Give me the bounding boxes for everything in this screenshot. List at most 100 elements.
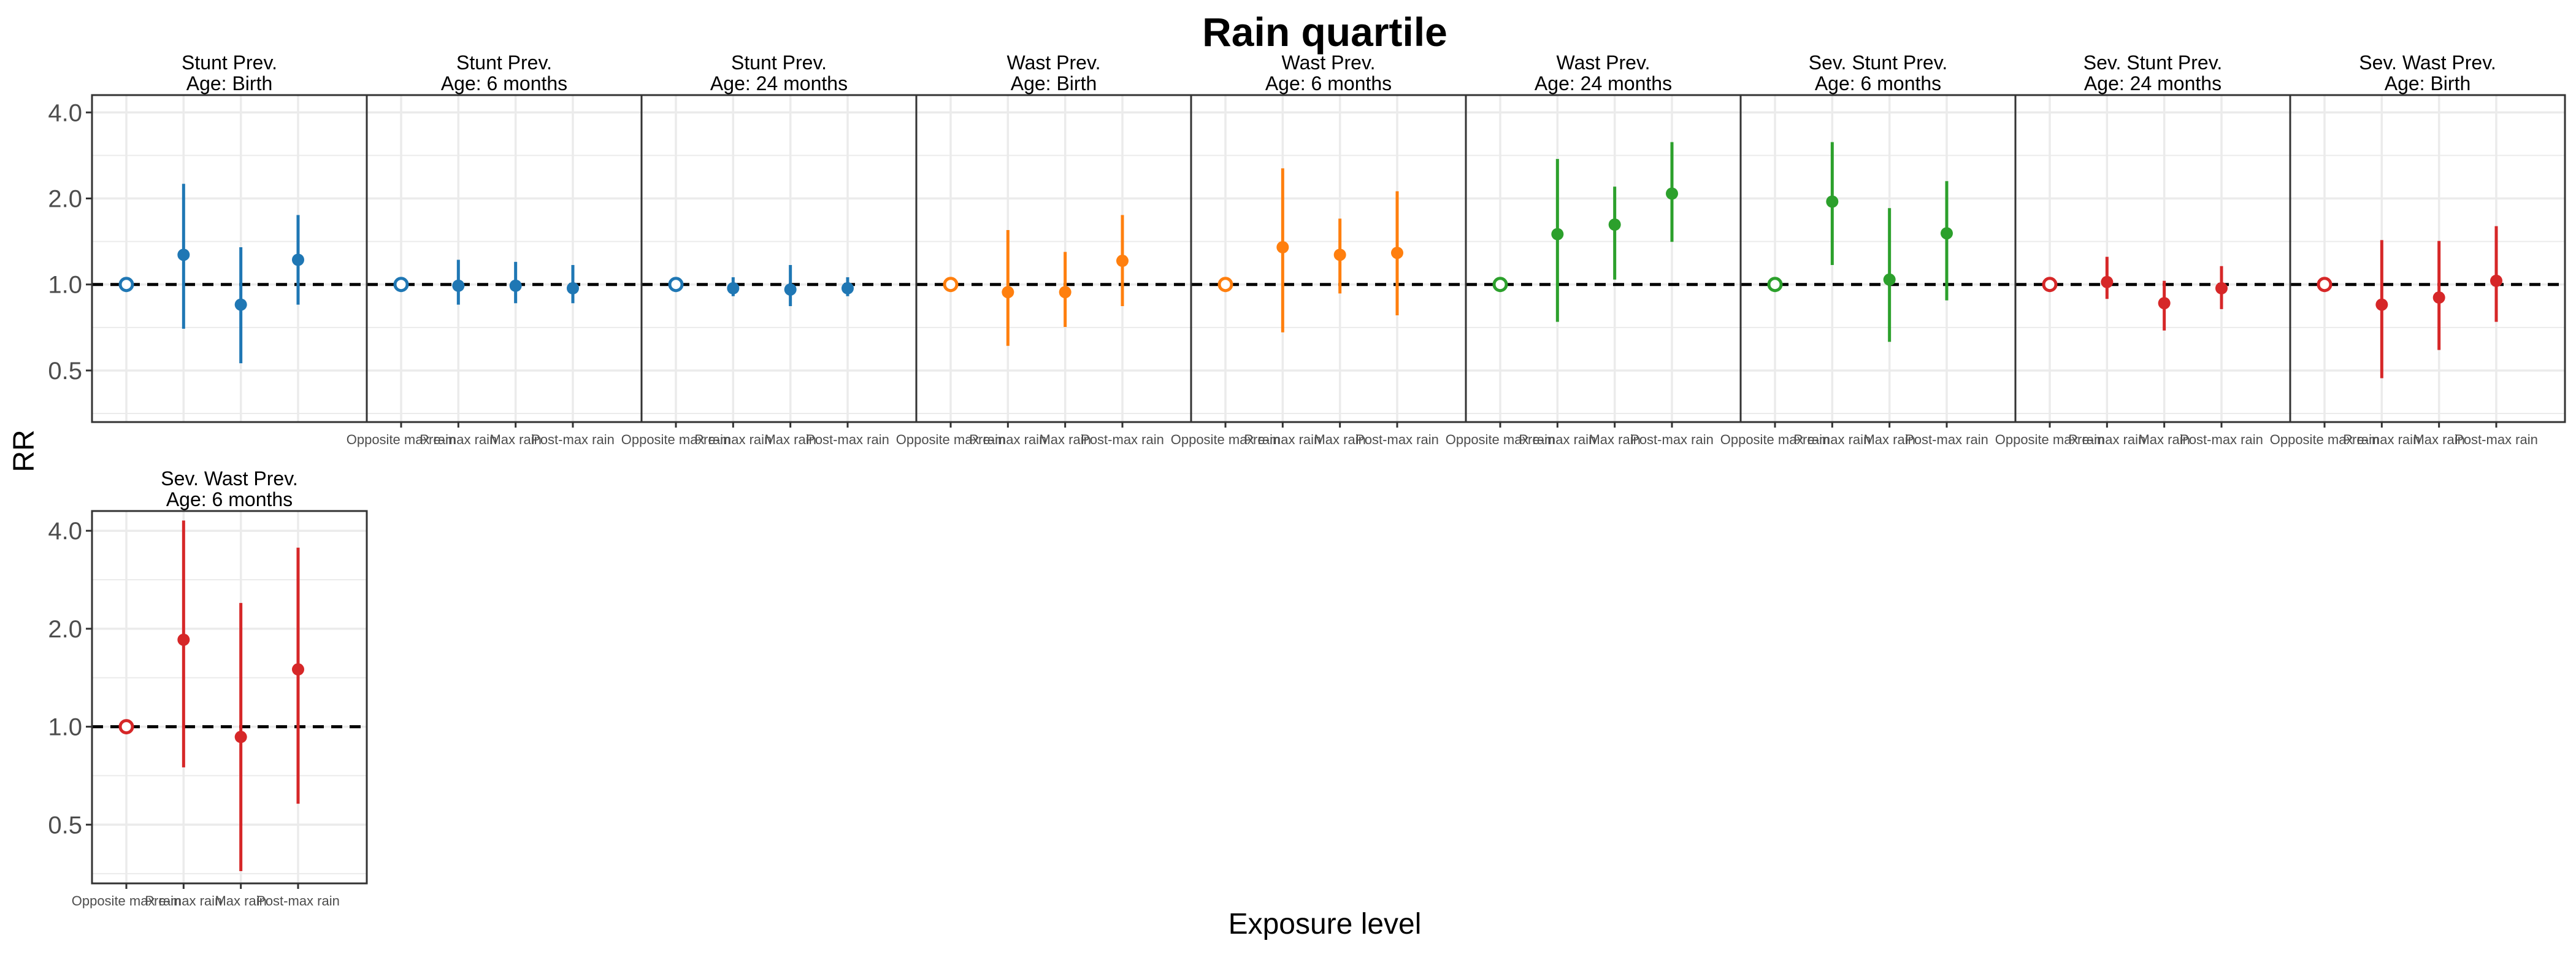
facet-label-line2: Age: 24 months: [710, 72, 848, 94]
facet-label-line1: Sev. Stunt Prev.: [1809, 52, 1947, 74]
x-tick-label: Post-max rain: [531, 432, 615, 447]
x-axis-title: Exposure level: [1229, 908, 1422, 940]
y-axis-title: RR: [8, 429, 40, 472]
data-point: [177, 248, 190, 261]
x-tick-label: Post-max rain: [806, 432, 889, 447]
panel-background: [2290, 95, 2565, 422]
facet-panel: Sev. Wast Prev.Age: 6 months 0.5 1.0 2.0 4.0…: [48, 467, 368, 909]
facet-label-line1: Wast Prev.: [1282, 52, 1376, 74]
x-tick-label: Pre-max rain: [1793, 432, 1871, 447]
x-tick-label: Post-max rain: [1355, 432, 1439, 447]
panel-background: [916, 95, 1191, 422]
data-point: [177, 633, 190, 646]
x-tick-label: Opposite max rain: [1171, 432, 1281, 447]
reference-point: [1492, 277, 1508, 293]
facet-label-line2: Age: 6 months: [1265, 72, 1392, 94]
data-point: [1059, 286, 1071, 299]
data-point: [2432, 291, 2445, 304]
data-point: [234, 731, 247, 744]
reference-point: [118, 277, 134, 293]
data-point: [1002, 286, 1014, 299]
chart-title: Rain quartile: [1202, 9, 1447, 55]
facet-label-line1: Sev. Wast Prev.: [2359, 52, 2496, 74]
panel-background: [642, 95, 916, 422]
reference-point: [2317, 277, 2333, 293]
y-tick-label: 4.0: [48, 99, 82, 126]
data-point: [1608, 218, 1621, 231]
x-tick-label: Max rain: [2138, 432, 2190, 447]
y-tick-label: 0.5: [48, 358, 82, 385]
x-tick-label: Opposite max rain: [621, 432, 731, 447]
x-tick-label: Post-max rain: [1630, 432, 1714, 447]
y-tick-label: 1.0: [48, 714, 82, 741]
reference-point: [668, 277, 684, 293]
x-tick-label: Pre-max rain: [969, 432, 1046, 447]
panel-frame: [91, 510, 368, 885]
reference-point: [1767, 277, 1783, 293]
x-tick-label: Post-max rain: [1081, 432, 1164, 447]
facet-panel: Sev. Stunt Prev.Age: 6 months Opposite ma…: [1720, 52, 2017, 447]
data-point: [2101, 275, 2114, 288]
x-tick-label: Opposite max rain: [1995, 432, 2105, 447]
reference-point: [1217, 277, 1233, 293]
x-tick-label: Pre-max rain: [2343, 432, 2420, 447]
panel-frame: [2289, 94, 2566, 423]
facet-label-line2: Age: Birth: [186, 72, 273, 94]
facet-label-line2: Age: 24 months: [1535, 72, 1672, 94]
panel-background: [2015, 95, 2290, 422]
data-point: [2215, 282, 2228, 294]
x-tick-label: Opposite max rain: [1446, 432, 1555, 447]
x-tick-label: Post-max rain: [256, 893, 340, 909]
data-point: [2158, 297, 2171, 310]
x-tick-label: Pre-max rain: [420, 432, 497, 447]
facet-label-line1: Stunt Prev.: [731, 52, 827, 74]
facet-label-line1: Sev. Stunt Prev.: [2083, 52, 2222, 74]
x-tick-label: Max rain: [1589, 432, 1640, 447]
reference-point: [118, 719, 134, 735]
data-point: [1551, 228, 1564, 240]
data-point: [1333, 248, 1346, 261]
data-point: [1116, 255, 1129, 267]
x-tick-label: Opposite max rain: [2270, 432, 2380, 447]
facet-panel: Stunt Prev.Age: 6 months Opposite max rai…: [347, 52, 643, 447]
panel-background: [92, 95, 367, 422]
facet-label-line2: Age: 24 months: [2084, 72, 2221, 94]
data-point: [1941, 227, 1953, 240]
x-tick-label: Post-max rain: [2455, 432, 2538, 447]
reference-point: [943, 277, 959, 293]
x-tick-label: Pre-max rain: [1244, 432, 1321, 447]
y-tick-label: 2.0: [48, 185, 82, 212]
data-point: [292, 253, 304, 266]
reference-point: [393, 277, 409, 293]
x-tick-label: Pre-max rain: [1519, 432, 1596, 447]
data-point: [784, 283, 797, 296]
x-tick-label: Max rain: [2413, 432, 2464, 447]
data-point: [1391, 247, 1403, 259]
x-tick-label: Max rain: [1863, 432, 1915, 447]
facet-panel: Wast Prev.Age: Birth Opposite max rainPre…: [896, 52, 1192, 447]
x-tick-label: Opposite max rain: [896, 432, 1006, 447]
facet-label-line2: Age: Birth: [2385, 72, 2471, 94]
data-point: [1883, 273, 1896, 286]
x-tick-label: Pre-max rain: [2068, 432, 2145, 447]
x-tick-label: Max rain: [489, 432, 541, 447]
facet-label-line1: Stunt Prev.: [182, 52, 277, 74]
data-point: [727, 282, 740, 294]
data-point: [1276, 241, 1289, 254]
panel-background: [92, 511, 367, 883]
x-tick-label: Post-max rain: [2180, 432, 2263, 447]
panel-background: [1191, 95, 1466, 422]
facet-label-line1: Stunt Prev.: [456, 52, 552, 74]
facet-label-line1: Wast Prev.: [1557, 52, 1650, 74]
facet-label-line1: Sev. Wast Prev.: [161, 467, 297, 490]
facet-panel: Stunt Prev.Age: 24 months Opposite max ra…: [621, 52, 918, 447]
facet-label-line1: Wast Prev.: [1007, 52, 1101, 74]
data-point: [452, 279, 465, 292]
facet-panel: Sev. Stunt Prev.Age: 24 months Opposite m…: [1995, 52, 2291, 447]
facet-label-line2: Age: Birth: [1011, 72, 1097, 94]
data-point: [2490, 274, 2502, 287]
y-tick-label: 1.0: [48, 272, 82, 299]
x-tick-label: Opposite max rain: [1720, 432, 1830, 447]
